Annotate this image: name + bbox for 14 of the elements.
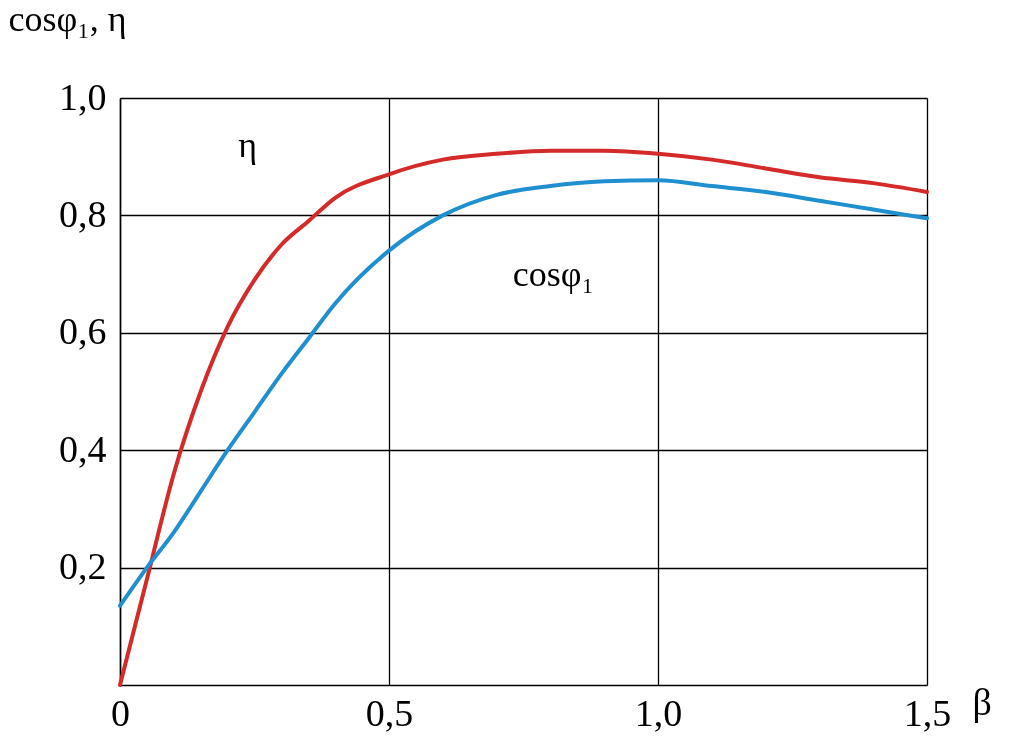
series-label: cosφ₁ bbox=[512, 254, 595, 295]
x-tick-label: 1,0 bbox=[634, 691, 683, 734]
x-tick-label: 0 bbox=[111, 691, 130, 734]
x-axis-title: β bbox=[972, 680, 992, 723]
y-axis-title: cosφ₁, η bbox=[8, 0, 127, 39]
line-series bbox=[118, 178, 929, 608]
y-tick-label: 0,2 bbox=[59, 545, 107, 588]
x-tick-label: 1,5 bbox=[903, 691, 952, 734]
y-tick-label: 0,6 bbox=[59, 310, 107, 353]
y-tick-label: 0,8 bbox=[59, 192, 107, 235]
text: η bbox=[238, 125, 258, 166]
x-tick-label: 0,5 bbox=[365, 691, 414, 734]
y-tick-label: 0,4 bbox=[59, 427, 107, 470]
y-tick-label: 1,0 bbox=[59, 75, 107, 118]
